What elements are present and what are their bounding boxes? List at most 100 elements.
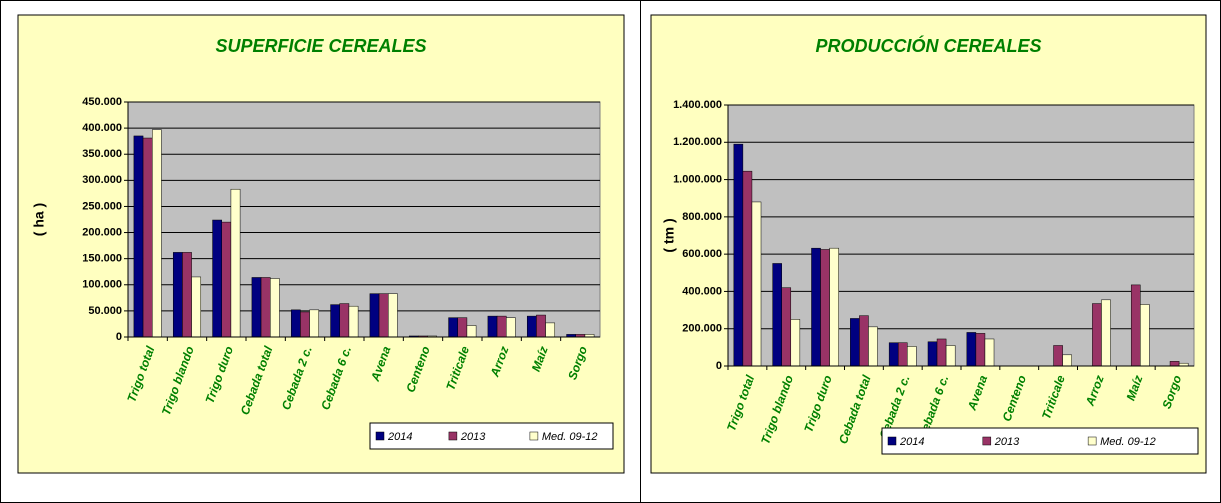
plot-area	[127, 101, 601, 338]
bar	[133, 135, 144, 338]
bar	[152, 129, 162, 338]
legend: 2014 2013 Med. 09-12	[369, 422, 614, 450]
chart-title: PRODUCCIÓN CEREALES	[815, 35, 1041, 56]
chart: PRODUCCIÓN CEREALES 0 200.000 400.000 600.00…	[650, 14, 1207, 474]
bar	[790, 319, 801, 367]
bar	[545, 322, 556, 338]
bar	[888, 342, 899, 367]
legend-swatch	[529, 431, 539, 441]
bar	[506, 317, 516, 338]
bar	[536, 314, 546, 338]
bar	[781, 287, 792, 367]
y-axis-label: ( tm )	[661, 218, 677, 252]
legend-label: Med. 09-12	[542, 431, 598, 443]
bar	[369, 293, 380, 338]
bar	[820, 249, 830, 367]
legend-label: 2013	[994, 436, 1020, 448]
y-tick-label: 150.000	[82, 253, 122, 265]
bar	[526, 315, 537, 338]
bar	[309, 309, 320, 338]
y-tick-label: 600.000	[682, 248, 722, 260]
y-tick-label: 1.200.000	[673, 136, 722, 148]
bar	[212, 219, 222, 338]
bar	[260, 277, 271, 338]
y-tick-label: 1.400.000	[673, 99, 722, 111]
bar	[927, 341, 938, 367]
legend-swatch	[887, 436, 897, 446]
bar	[270, 278, 280, 338]
bar	[868, 326, 878, 367]
legend-label: 2014	[387, 431, 412, 443]
bar	[496, 315, 507, 338]
bar	[182, 252, 192, 338]
bar	[984, 338, 995, 367]
bar	[330, 304, 340, 338]
bar	[859, 315, 869, 367]
bar	[751, 201, 762, 367]
bar	[742, 170, 753, 367]
y-tick-label: 300.000	[82, 174, 122, 186]
bar	[172, 252, 183, 338]
y-tick-label: 800.000	[682, 211, 722, 223]
legend-label: 2014	[899, 436, 924, 448]
chart: SUPERFICIE CEREALES 0 50.000 100.000 150.000…	[17, 14, 625, 474]
bar	[339, 303, 350, 338]
y-tick-label: 200.000	[682, 323, 722, 335]
bar	[850, 318, 860, 367]
bar	[191, 276, 202, 338]
bar	[945, 345, 956, 367]
bar	[466, 325, 477, 338]
bar	[300, 311, 310, 338]
legend-swatch	[982, 436, 992, 446]
chart-title: SUPERFICIE CEREALES	[215, 36, 426, 56]
bar	[829, 247, 839, 367]
bar	[1101, 299, 1111, 367]
bar	[1062, 354, 1072, 367]
bar	[936, 338, 947, 367]
bar	[975, 333, 986, 367]
bar	[487, 315, 498, 338]
plot-area	[727, 104, 1195, 367]
bar	[221, 221, 232, 338]
y-tick-label: 0	[716, 360, 722, 372]
bar	[1130, 284, 1141, 367]
bar	[457, 317, 468, 338]
bar	[290, 309, 301, 338]
y-axis-label: ( ha )	[31, 203, 47, 236]
y-tick-label: 1.000.000	[673, 173, 722, 185]
bar	[1140, 304, 1150, 367]
legend: 2014 2013 Med. 09-12	[881, 427, 1199, 455]
y-tick-label: 0	[116, 331, 122, 343]
bar	[230, 188, 241, 338]
legend-swatch	[375, 431, 385, 441]
legend-box	[369, 422, 614, 450]
bar	[251, 277, 262, 338]
bar	[897, 342, 908, 367]
legend-label: 2013	[460, 431, 486, 443]
bar	[733, 143, 744, 367]
bar	[388, 293, 398, 338]
legend-label: Med. 09-12	[1100, 436, 1156, 448]
bar	[348, 305, 359, 338]
y-tick-label: 400.000	[82, 122, 122, 134]
bar	[448, 317, 458, 338]
bar	[142, 137, 153, 338]
y-tick-label: 100.000	[82, 279, 122, 291]
legend-box	[881, 427, 1199, 455]
y-tick-label: 400.000	[682, 285, 722, 297]
legend-swatch	[448, 431, 458, 441]
bar	[1092, 303, 1102, 367]
bar	[1053, 345, 1063, 367]
y-tick-label: 350.000	[82, 148, 122, 160]
y-tick-label: 250.000	[82, 200, 122, 212]
bar	[907, 346, 917, 367]
bar	[378, 293, 389, 338]
y-tick-label: 200.000	[82, 226, 122, 238]
y-tick-label: 50.000	[88, 305, 122, 317]
bar	[966, 332, 977, 367]
y-tick-label: 450.000	[82, 96, 122, 108]
bar	[811, 247, 821, 367]
bar	[772, 263, 782, 367]
legend-swatch	[1087, 436, 1097, 446]
